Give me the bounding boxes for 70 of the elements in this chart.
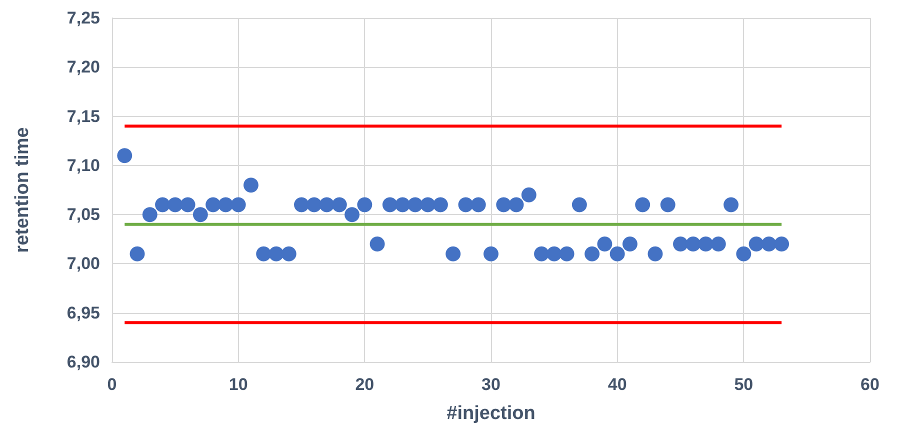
point xyxy=(243,178,258,193)
point xyxy=(748,236,764,252)
point xyxy=(660,197,676,212)
y-tick-label: 6,95 xyxy=(66,303,100,322)
y-tick-label: 7,10 xyxy=(66,156,100,175)
x-tick-label: 0 xyxy=(107,375,117,394)
point xyxy=(635,197,650,212)
point xyxy=(673,236,688,252)
y-tick-label: 7,20 xyxy=(66,58,100,77)
y-tick-label: 7,05 xyxy=(66,205,100,224)
point xyxy=(192,207,208,222)
point xyxy=(584,246,600,262)
point xyxy=(206,197,221,212)
point xyxy=(572,197,587,212)
x-tick-label: 40 xyxy=(608,375,627,394)
point xyxy=(470,197,486,212)
point xyxy=(256,246,272,262)
point xyxy=(496,197,512,212)
point xyxy=(408,197,423,212)
point xyxy=(230,197,246,212)
point xyxy=(710,236,726,252)
point xyxy=(281,246,296,262)
point xyxy=(382,197,398,212)
x-tick-label: 10 xyxy=(228,375,248,394)
y-tick-label: 7,00 xyxy=(66,254,100,274)
y-tick-label: 6,90 xyxy=(66,352,100,372)
point xyxy=(610,246,625,262)
point xyxy=(218,197,234,212)
point xyxy=(597,236,612,252)
point xyxy=(432,197,448,212)
point xyxy=(155,197,170,212)
x-axis-title: #injection xyxy=(446,403,536,424)
y-tick-label: 7,15 xyxy=(66,106,100,126)
x-tick-label: 50 xyxy=(734,375,754,394)
point xyxy=(130,246,145,262)
point xyxy=(395,197,410,212)
point xyxy=(774,236,790,252)
point xyxy=(294,197,309,212)
x-tick-label: 60 xyxy=(860,375,880,394)
point xyxy=(534,246,550,262)
point xyxy=(648,246,663,262)
point xyxy=(686,236,701,252)
point xyxy=(168,197,183,212)
point xyxy=(370,236,385,252)
point xyxy=(142,207,158,222)
point xyxy=(446,246,461,262)
point xyxy=(484,246,498,262)
point xyxy=(508,197,524,212)
point xyxy=(420,197,436,212)
point xyxy=(344,207,360,222)
point xyxy=(736,246,752,262)
point xyxy=(761,236,776,252)
point xyxy=(521,187,536,202)
point xyxy=(332,197,347,212)
point xyxy=(117,148,132,164)
point xyxy=(559,246,574,262)
point xyxy=(698,236,714,252)
x-tick-label: 30 xyxy=(482,375,500,394)
point xyxy=(306,197,322,212)
point xyxy=(458,197,474,212)
y-tick-label: 7,25 xyxy=(66,8,100,28)
y-axis-title: retention time xyxy=(12,127,33,253)
point xyxy=(268,246,284,262)
point xyxy=(357,197,372,212)
point xyxy=(724,197,739,212)
point xyxy=(180,197,196,212)
point xyxy=(319,197,334,212)
x-tick-label: 20 xyxy=(355,375,374,394)
point xyxy=(546,246,562,262)
point xyxy=(622,236,638,252)
